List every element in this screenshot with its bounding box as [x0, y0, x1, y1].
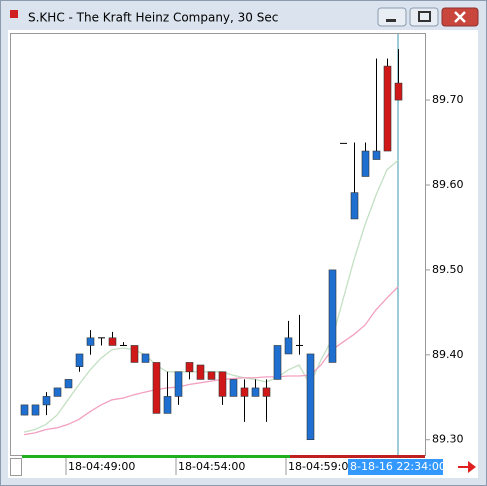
session-bar — [290, 455, 425, 458]
candle-body — [207, 371, 216, 380]
candle-body — [383, 65, 392, 152]
plot-frame — [10, 33, 426, 456]
candle-body — [372, 150, 381, 160]
x-tick-label: 18-04:59:00 — [288, 460, 355, 473]
y-tick-label: 89.60 — [432, 178, 464, 191]
candle-body — [218, 371, 227, 397]
window-title: S.KHC - The Kraft Heinz Company, 30 Sec — [28, 11, 278, 25]
x-tick-label: 18-04:49:00 — [68, 460, 135, 473]
cursor-label: 8-18-16 22:34:00 — [350, 460, 446, 473]
y-tick-label: 89.30 — [432, 433, 464, 446]
app-icon — [10, 10, 18, 18]
close-button[interactable] — [441, 7, 479, 27]
candle-body — [240, 387, 249, 397]
candle-body — [141, 353, 150, 363]
candle-body — [361, 150, 370, 177]
y-tick-label: 89.50 — [432, 263, 464, 276]
y-tick-label: 89.70 — [432, 93, 464, 106]
candle-body — [130, 345, 139, 363]
candle-body — [394, 82, 403, 101]
session-bar — [22, 455, 290, 458]
candle-body — [229, 379, 238, 397]
candle-body — [196, 364, 205, 380]
candle-body — [20, 404, 29, 416]
scroll-arrow[interactable] — [458, 461, 476, 473]
x-tick-label: 18-04:54:00 — [178, 460, 245, 473]
candle-body — [174, 371, 183, 397]
candle-body — [251, 387, 260, 397]
candle-body — [163, 396, 172, 414]
y-tick-label: 89.40 — [432, 348, 464, 361]
candle-body — [350, 192, 359, 220]
candle-body — [152, 362, 161, 414]
maximize-button[interactable] — [409, 7, 439, 27]
candle-body — [108, 337, 117, 346]
candle-body — [328, 269, 337, 363]
candle-body — [306, 353, 315, 441]
candle-body — [42, 396, 51, 406]
candle-body — [262, 387, 271, 397]
scroll-box[interactable] — [10, 458, 22, 476]
candle-body — [284, 337, 293, 355]
candle-body — [31, 404, 40, 416]
candle-body — [273, 345, 282, 380]
candle-body — [75, 353, 84, 367]
candle-body — [86, 337, 95, 346]
candle-body — [64, 379, 73, 389]
cursor-label-bg — [348, 459, 443, 475]
candle-body — [53, 387, 62, 397]
minimize-button[interactable] — [377, 7, 407, 27]
candle-body — [185, 362, 194, 373]
